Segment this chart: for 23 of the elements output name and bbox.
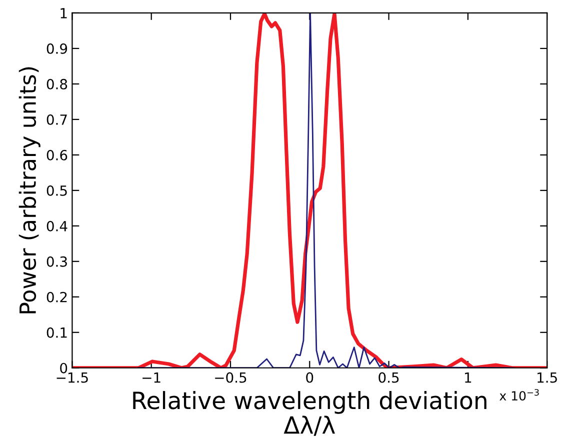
line-series [138, 12, 514, 368]
y-tick-label: 0.3 [46, 256, 67, 267]
y-tick-label: 0.9 [46, 43, 68, 54]
x-tick-label: 1.5 [538, 372, 557, 383]
y-tick-label: 0.7 [46, 114, 67, 125]
x-tick-label: 0 [306, 372, 314, 383]
y-tick-label: 1 [60, 8, 67, 18]
y-axis-title: Power (arbitrary units) [18, 67, 40, 314]
y-tick-label: 0.4 [46, 220, 68, 232]
y-tick-label: 0 [60, 362, 68, 374]
y-tick-label: 0.2 [46, 292, 67, 302]
x-tick-label: −1 [142, 372, 160, 383]
x-tick-label: −1.5 [56, 372, 88, 383]
line-series [72, 12, 548, 368]
x-axis-title: Relative wavelength deviation Δλ/λ [133, 391, 486, 436]
y-tick-label: 0.6 [46, 150, 68, 160]
y-tick-label: 0.8 [46, 78, 68, 90]
x-tick-label: 0.5 [378, 372, 399, 383]
text: x 10$^{−3}$ [500, 389, 539, 401]
y-tick-label: 0.5 [46, 185, 67, 196]
x-tick-label: 1 [465, 372, 472, 383]
y-tick-label: 0.1 [46, 327, 67, 338]
x-tick-label: −0.5 [215, 372, 246, 383]
